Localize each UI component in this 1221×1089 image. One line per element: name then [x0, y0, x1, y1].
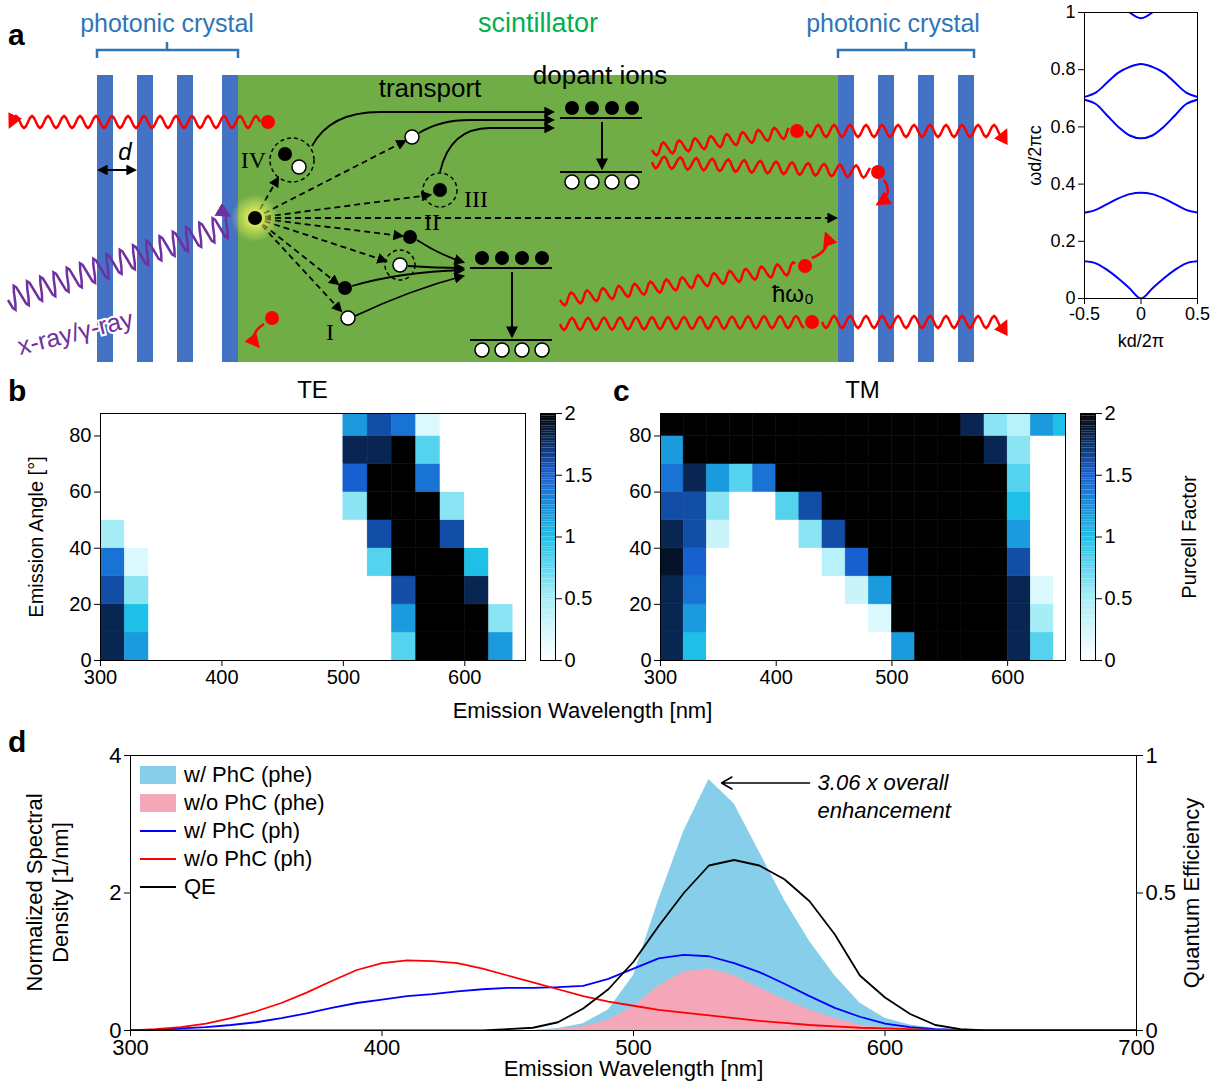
- svg-text:0.2: 0.2: [1050, 231, 1075, 251]
- svg-text:0.5: 0.5: [565, 587, 593, 609]
- svg-text:60: 60: [629, 480, 651, 502]
- html-text:b: b: [8, 374, 27, 407]
- svg-text:x-ray/γ-ray: x-ray/γ-ray: [14, 304, 136, 360]
- html-text:c: c: [613, 374, 630, 407]
- html-text:w/o PhC (ph): w/o PhC (ph): [184, 846, 313, 871]
- svg-text:400: 400: [205, 666, 238, 688]
- svg-text:0.5: 0.5: [1185, 304, 1210, 324]
- svg-text:1: 1: [1146, 743, 1158, 768]
- svg-text:80: 80: [69, 424, 91, 446]
- html-text:d: d: [8, 725, 27, 758]
- svg-text:600: 600: [991, 666, 1024, 688]
- svg-text:3.06 x overall: 3.06 x overall: [818, 770, 950, 795]
- svg-text:Emission Angle [°]: Emission Angle [°]: [25, 456, 47, 617]
- svg-text:transport: transport: [379, 73, 482, 103]
- svg-text:60: 60: [69, 480, 91, 502]
- html-text:TE: TE: [297, 376, 328, 403]
- svg-text:300: 300: [112, 1035, 149, 1060]
- svg-text:II: II: [424, 209, 440, 235]
- html-text:w/ PhC (phe): w/ PhC (phe): [184, 762, 313, 787]
- svg-text:0.8: 0.8: [1050, 59, 1075, 79]
- svg-text:300: 300: [644, 666, 677, 688]
- svg-text:ωd/2πc: ωd/2πc: [1025, 125, 1045, 186]
- svg-text:700: 700: [1118, 1035, 1155, 1061]
- svg-text:500: 500: [327, 666, 360, 688]
- svg-text:2: 2: [1105, 402, 1116, 424]
- svg-text:0.5: 0.5: [1146, 880, 1177, 905]
- svg-text:I: I: [326, 319, 334, 345]
- html-text:w/o PhC (phe): w/o PhC (phe): [184, 790, 325, 815]
- svg-text:1: 1: [1065, 2, 1075, 22]
- svg-text:0: 0: [109, 1017, 122, 1043]
- svg-text:20: 20: [69, 593, 91, 615]
- html-text:QE: QE: [184, 874, 216, 899]
- html-text:Emission Wavelength [nm]: Emission Wavelength [nm]: [452, 698, 713, 723]
- svg-text:600: 600: [448, 666, 481, 688]
- svg-text:Emission Wavelength [nm]: Emission Wavelength [nm]: [504, 1056, 764, 1081]
- svg-text:1.5: 1.5: [565, 464, 593, 486]
- svg-text:Purcell Factor: Purcell Factor: [1178, 475, 1200, 599]
- svg-text:photonic crystal: photonic crystal: [806, 9, 980, 37]
- svg-text:80: 80: [629, 424, 651, 446]
- svg-text:400: 400: [760, 666, 793, 688]
- svg-text:photonic crystal: photonic crystal: [80, 9, 254, 37]
- svg-text:600: 600: [867, 1035, 904, 1060]
- svg-text:1: 1: [1105, 525, 1116, 547]
- svg-text:kd/2π: kd/2π: [1118, 331, 1164, 351]
- html-text:w/ PhC (ph): w/ PhC (ph): [184, 818, 301, 843]
- svg-text:III: III: [464, 186, 488, 212]
- svg-text:0: 0: [1136, 304, 1146, 324]
- svg-text:ħω₀: ħω₀: [772, 280, 814, 307]
- svg-text:enhancement: enhancement: [818, 798, 952, 823]
- svg-text:Normalized SpectralDensity [1/: Normalized SpectralDensity [1/nm]: [22, 793, 73, 991]
- svg-text:dopant ions: dopant ions: [533, 60, 667, 90]
- svg-text:500: 500: [875, 666, 908, 688]
- svg-text:4: 4: [109, 743, 121, 768]
- svg-text:0: 0: [80, 648, 92, 671]
- svg-text:500: 500: [615, 1035, 652, 1061]
- svg-text:0: 0: [640, 648, 652, 671]
- svg-text:0: 0: [1146, 1018, 1158, 1043]
- svg-text:a: a: [8, 18, 25, 51]
- svg-text:0: 0: [1105, 649, 1116, 671]
- svg-text:2: 2: [109, 880, 121, 905]
- svg-text:1.5: 1.5: [1105, 464, 1133, 486]
- svg-text:-0.5: -0.5: [1069, 304, 1100, 324]
- svg-text:0: 0: [565, 649, 576, 671]
- svg-text:scintillator: scintillator: [478, 8, 598, 38]
- svg-text:0.5: 0.5: [1105, 587, 1133, 609]
- svg-text:20: 20: [629, 593, 651, 615]
- svg-text:IV: IV: [241, 147, 267, 173]
- svg-text:0.4: 0.4: [1050, 174, 1075, 194]
- svg-text:Quantum Efficiency: Quantum Efficiency: [1179, 798, 1204, 988]
- svg-text:40: 40: [629, 537, 651, 559]
- svg-text:d: d: [118, 138, 132, 165]
- svg-text:1: 1: [565, 525, 576, 547]
- svg-text:2: 2: [565, 402, 576, 424]
- svg-text:300: 300: [84, 666, 117, 688]
- svg-text:0: 0: [1065, 288, 1076, 309]
- svg-text:400: 400: [364, 1035, 401, 1060]
- html-text:TM: TM: [845, 376, 880, 403]
- svg-text:0.6: 0.6: [1050, 117, 1075, 137]
- svg-text:40: 40: [69, 537, 91, 559]
